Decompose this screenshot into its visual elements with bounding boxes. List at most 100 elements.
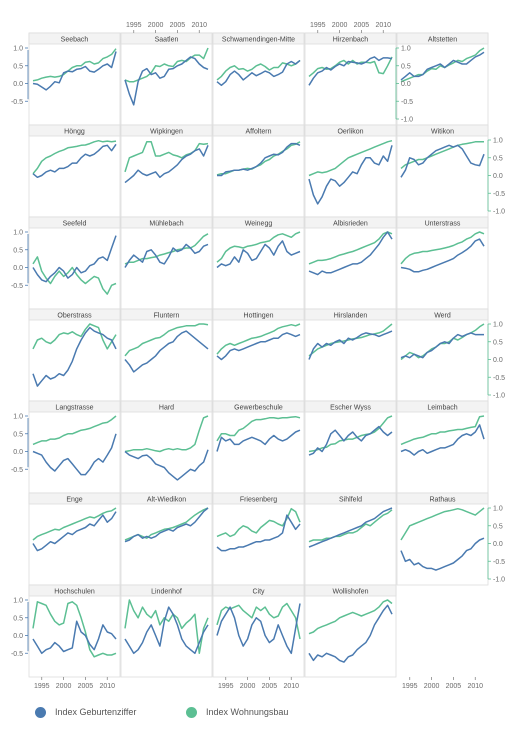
panel-header: [212, 584, 305, 597]
line-geburtenziffer: [217, 142, 301, 177]
panel-rathaus: Rathaus: [396, 492, 489, 586]
line-geburtenziffer: [308, 56, 393, 86]
panel-title: Hochschulen: [54, 588, 95, 595]
line-wohnungsbau: [32, 601, 117, 658]
panel-header: [304, 216, 397, 229]
panel-header: [304, 400, 397, 413]
panel-title: Saatlen: [155, 36, 179, 43]
x-tick-label: 2010: [99, 683, 115, 690]
line-geburtenziffer: [216, 514, 301, 552]
y-tick-label: 0.0: [493, 173, 503, 180]
panel-frame: [396, 492, 489, 586]
y-tick-label: 0.5: [13, 431, 23, 438]
y-tick-label: 1.0: [13, 414, 23, 421]
panel-title: Hirslanden: [334, 312, 368, 319]
panel-frame: [212, 400, 305, 494]
panel-title: Wollishofen: [332, 588, 368, 595]
y-axis-right-row-4: -1.0 -0.5 0.0 0.5 1.0: [487, 322, 505, 400]
panel-header: [28, 584, 121, 597]
panel-header: [212, 216, 305, 229]
y-tick-label: -0.5: [493, 559, 505, 566]
panel-escher-wyss: Escher Wyss: [304, 400, 397, 494]
panel-title: Albisrieden: [333, 220, 368, 227]
panel-header: [396, 308, 489, 321]
panel-unterstrass: Unterstrass: [396, 216, 489, 310]
line-geburtenziffer: [216, 59, 301, 87]
y-tick-label: 0.5: [13, 247, 23, 254]
x-tick-label: 2005: [78, 683, 94, 690]
panel-header: [120, 584, 213, 597]
y-tick-label: 1.0: [13, 598, 23, 605]
panel-title: Leimbach: [427, 404, 457, 411]
panel-title: Unterstrass: [425, 220, 461, 227]
y-tick-label: -0.5: [493, 191, 505, 198]
panel-header: [28, 216, 121, 229]
y-tick-label: 0.5: [493, 339, 503, 346]
y-tick-label: 0.0: [493, 541, 503, 548]
panel-frame: [212, 308, 305, 402]
panel-langstrasse: Langstrasse: [28, 400, 121, 494]
legend-label-wohnungsbau: Index Wohnungsbau: [206, 707, 289, 717]
panel-title: Hottingen: [244, 312, 274, 319]
panel-alt-wiedikon: Alt-Wiedikon: [120, 492, 213, 586]
line-geburtenziffer: [32, 326, 117, 387]
panel-header: [120, 492, 213, 505]
legend-swatch-geburtenziffer: [35, 706, 46, 718]
panel-hottingen: Hottingen: [212, 308, 305, 402]
y-axis-right-row-6: -1.0 -0.5 0.0 0.5 1.0: [487, 506, 505, 584]
panel-header: [304, 492, 397, 505]
panel-enge: Enge: [28, 492, 121, 586]
panel-frame: [28, 492, 121, 586]
y-tick-label: 1.0: [493, 322, 503, 329]
y-tick-label: 0.5: [493, 155, 503, 162]
panel-frame: [396, 124, 489, 218]
panel-leimbach: Leimbach: [396, 400, 489, 494]
panel-frame: [120, 124, 213, 218]
line-geburtenziffer: [32, 511, 117, 552]
panel-frame: [120, 308, 213, 402]
line-wohnungsbau: [308, 415, 393, 453]
line-geburtenziffer: [308, 145, 393, 205]
y-axis-right-row-1: -1.0 -0.5 0.0 0.5 1.0: [395, 46, 413, 124]
x-tick-label: 2000: [148, 22, 164, 29]
panel-header: [212, 124, 305, 137]
panel-header: [28, 308, 121, 321]
y-axis-left-row-1: -0.5 0.0 0.5 1.0: [11, 46, 29, 106]
panel-header: [396, 124, 489, 137]
y-tick-label: -0.5: [401, 99, 413, 106]
y-tick-label: 0.5: [493, 523, 503, 530]
panel-title: Enge: [66, 496, 82, 503]
panel-title: Werd: [434, 312, 451, 319]
panel-seefeld: Seefeld: [28, 216, 121, 310]
panel-title: Mühlebach: [149, 220, 183, 227]
panel-sihlfeld: Sihlfeld: [304, 492, 397, 586]
y-tick-label: 0.5: [13, 63, 23, 70]
panel-wipkingen: Wipkingen: [120, 124, 213, 218]
line-wohnungsbau: [32, 507, 117, 541]
panel-title: Seefeld: [63, 220, 87, 227]
panel-frame: [304, 492, 397, 586]
panel-header: [120, 124, 213, 137]
panel-header: [28, 400, 121, 413]
panel-frame: [396, 400, 489, 494]
line-wohnungsbau: [124, 415, 209, 453]
panel-oerlikon: Oerlikon: [304, 124, 397, 218]
panel-title: Schwamendingen-Mitte: [222, 36, 295, 43]
panel-title: Witikon: [431, 128, 454, 135]
y-tick-label: -0.5: [11, 283, 23, 290]
line-geburtenziffer: [124, 56, 209, 106]
x-tick-label: 2005: [262, 683, 278, 690]
panel-header: [396, 492, 489, 505]
panel-wollishofen: Wollishofen: [304, 584, 397, 678]
panel-weinegg: Weinegg: [212, 216, 305, 310]
panel-header: [28, 492, 121, 505]
panel-frame: [304, 584, 397, 678]
x-tick-label: 1995: [126, 22, 142, 29]
panel-title: Weinegg: [245, 220, 273, 227]
x-axis-bottom-col-5: 1995 2000 2005 2010: [402, 677, 483, 690]
panel-albisrieden: Albisrieden: [304, 216, 397, 310]
line-wohnungsbau: [216, 323, 301, 355]
line-geburtenziffer: [124, 507, 209, 543]
line-geburtenziffer: [308, 507, 393, 548]
